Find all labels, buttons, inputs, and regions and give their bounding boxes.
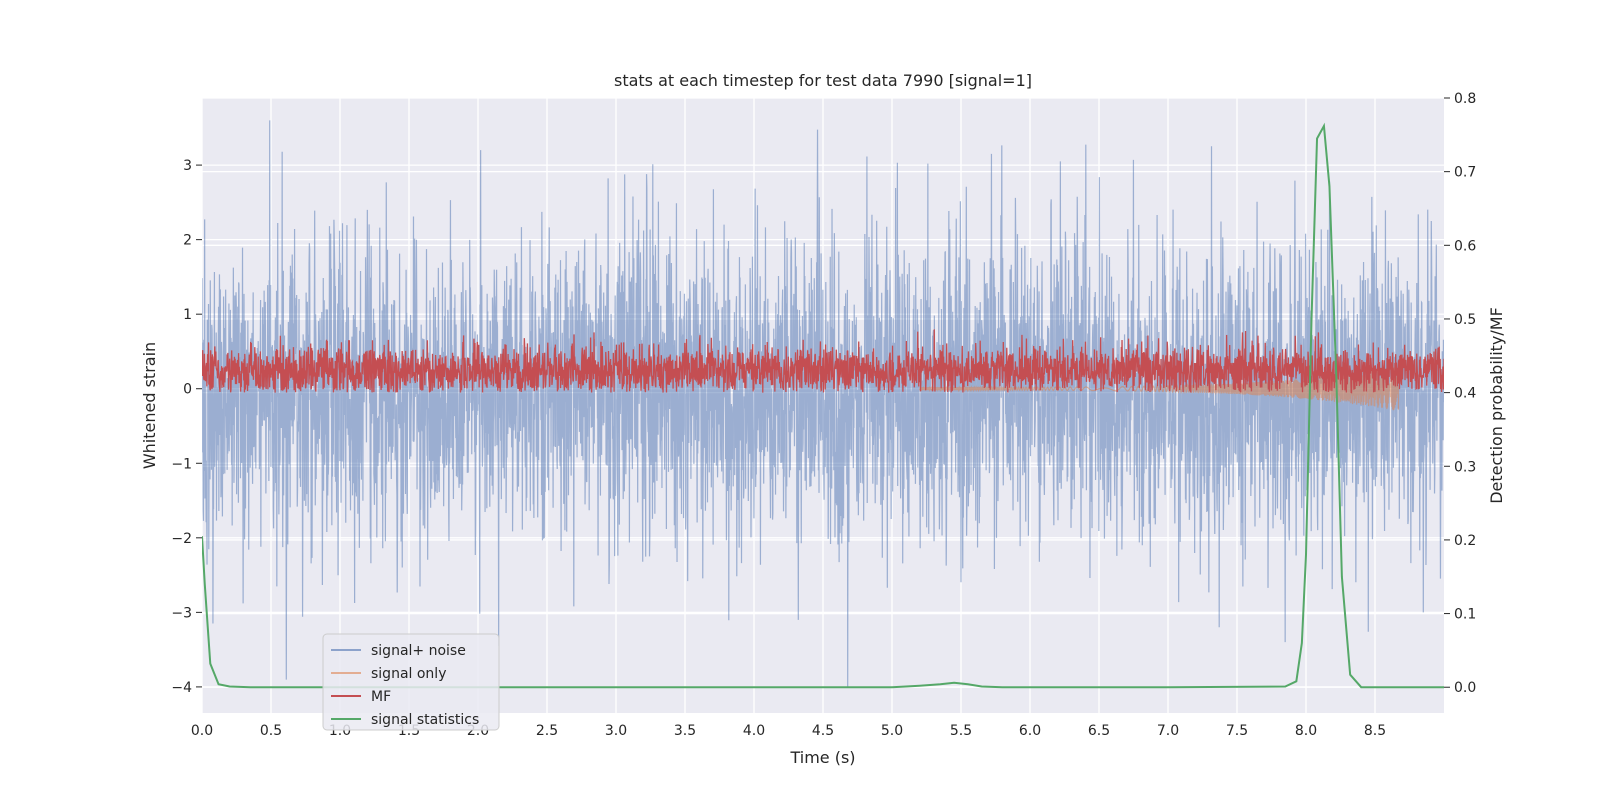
y-tick-label: 2 xyxy=(183,233,192,249)
x-tick-label: 3.5 xyxy=(674,723,696,739)
x-tick-label: 6.0 xyxy=(1019,723,1041,739)
x-tick-label: 0.5 xyxy=(260,723,282,739)
x-tick-label: 4.5 xyxy=(812,723,834,739)
series-signal-only-line xyxy=(919,367,1400,411)
x-tick-label: 5.5 xyxy=(950,723,972,739)
y2-tick-label: 0.0 xyxy=(1454,680,1476,696)
y-tick-label: −1 xyxy=(171,456,192,472)
x-axis-label: Time (s) xyxy=(789,748,855,767)
y-tick-label: 1 xyxy=(183,307,192,323)
series-layer xyxy=(202,120,1444,689)
y-tick-label: −4 xyxy=(171,680,192,696)
y2-tick-label: 0.2 xyxy=(1454,533,1476,549)
y2-tick-label: 0.4 xyxy=(1454,386,1476,402)
x-tick-label: 4.0 xyxy=(743,723,765,739)
y-axis-label: Whitened strain xyxy=(140,342,159,469)
x-tick-label: 8.5 xyxy=(1364,723,1386,739)
series-mf-line xyxy=(202,329,1444,394)
y-tick-label: 3 xyxy=(183,158,192,174)
y2-tick-label: 0.7 xyxy=(1454,165,1476,181)
y2-tick-label: 0.3 xyxy=(1454,459,1476,475)
x-tick-label: 0.0 xyxy=(191,723,213,739)
chart-title: stats at each timestep for test data 799… xyxy=(614,71,1032,90)
x-tick-label: 2.5 xyxy=(536,723,558,739)
x-tick-label: 7.0 xyxy=(1157,723,1179,739)
y-tick-label: 0 xyxy=(183,382,192,398)
x-tick-label: 6.5 xyxy=(1088,723,1110,739)
y2-tick-label: 0.5 xyxy=(1454,312,1476,328)
legend-label: signal statistics xyxy=(371,712,479,728)
y2-tick-label: 0.8 xyxy=(1454,91,1476,107)
y-tick-label: −2 xyxy=(171,531,192,547)
y-tick-label: −3 xyxy=(171,605,192,621)
x-tick-label: 8.0 xyxy=(1295,723,1317,739)
legend: signal+ noise signal only MF signal statist… xyxy=(322,633,500,731)
x-tick-label: 3.0 xyxy=(605,723,627,739)
legend-box xyxy=(322,633,500,731)
legend-label: signal+ noise xyxy=(371,643,466,659)
legend-label: MF xyxy=(371,689,391,705)
x-tick-label: 7.5 xyxy=(1226,723,1248,739)
y2-tick-label: 0.1 xyxy=(1454,607,1476,623)
y2-tick-label: 0.6 xyxy=(1454,238,1476,254)
y2-axis-label: Detection probability/MF xyxy=(1487,307,1506,504)
x-tick-label: 5.0 xyxy=(881,723,903,739)
legend-label: signal only xyxy=(371,666,446,682)
series-signal-statistics-line xyxy=(202,122,1444,689)
